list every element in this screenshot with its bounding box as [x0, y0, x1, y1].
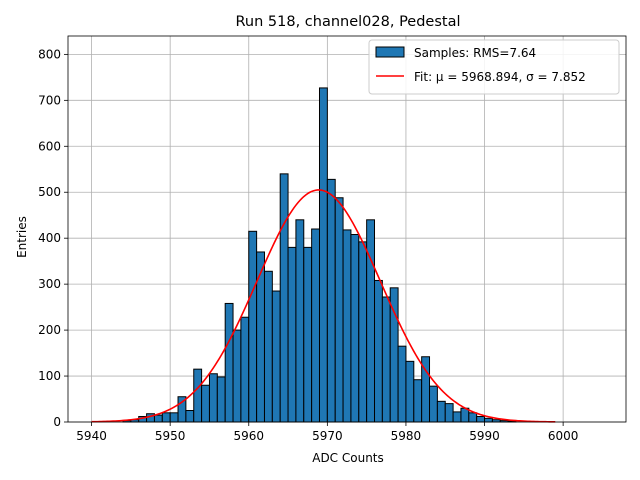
x-axis-label: ADC Counts — [312, 451, 384, 465]
legend-box — [368, 39, 620, 95]
gaussian-fit-curve — [91, 189, 556, 423]
histogram-bar — [161, 412, 171, 423]
histogram-bar — [224, 302, 234, 423]
histogram-bar — [405, 360, 415, 423]
y-axis-label: Entries — [15, 216, 29, 258]
histogram-bar — [279, 173, 289, 423]
y-tick-label: 400 — [38, 231, 61, 245]
legend: Samples: RMS=7.64 Fit: μ = 5968.894, σ =… — [368, 39, 620, 95]
histogram-bar — [342, 229, 352, 423]
histogram-bar — [334, 197, 344, 423]
histogram-bar — [413, 379, 423, 423]
plot-frame — [67, 35, 627, 423]
histogram-bar — [311, 228, 320, 423]
y-tick-label: 200 — [38, 323, 61, 337]
histogram-bar — [193, 368, 203, 423]
legend-histogram-label: Samples: RMS=7.64 — [414, 46, 536, 60]
x-tick-label: 5940 — [76, 429, 107, 443]
histogram-bar — [295, 219, 305, 423]
legend-histogram-swatch — [375, 46, 405, 58]
histogram-bar — [232, 329, 242, 423]
histogram-bar — [169, 412, 179, 423]
histogram-bar — [374, 279, 383, 423]
histogram-bar — [429, 385, 438, 423]
histogram-bar — [240, 316, 250, 423]
histogram-bar — [201, 384, 210, 423]
histogram-bar — [381, 296, 391, 423]
histogram-bar — [287, 246, 297, 423]
x-tick-label: 6000 — [548, 429, 579, 443]
histogram-bar — [452, 411, 462, 423]
histogram-bar — [468, 412, 478, 423]
x-tick-label: 5990 — [469, 429, 500, 443]
histogram-bar — [208, 373, 218, 423]
y-tick-label: 800 — [38, 47, 61, 61]
y-tick-label: 300 — [38, 277, 61, 291]
y-tick-label: 0 — [53, 415, 61, 429]
x-tick-label: 5950 — [155, 429, 186, 443]
histogram-bar — [366, 219, 376, 423]
x-tick-label: 5960 — [233, 429, 264, 443]
histogram-bar — [358, 241, 368, 423]
histogram-bar — [476, 415, 486, 423]
x-tick-label: 5970 — [312, 429, 343, 443]
y-tick-label: 600 — [38, 139, 61, 153]
histogram-bar — [397, 345, 407, 423]
y-tick-label: 500 — [38, 185, 61, 199]
histogram-bar — [263, 270, 273, 423]
histogram-bar — [303, 246, 313, 423]
histogram-bar — [248, 230, 258, 423]
histogram-bar — [484, 417, 493, 423]
y-tick-label: 700 — [38, 93, 61, 107]
chart-title: Run 518, channel028, Pedestal — [235, 14, 460, 30]
x-tick-label: 5980 — [391, 429, 422, 443]
histogram-bar — [436, 400, 446, 423]
y-tick-label: 100 — [38, 369, 61, 383]
histogram-bar — [153, 414, 163, 423]
histogram-bar — [216, 376, 226, 423]
histogram-bar — [444, 403, 454, 423]
histogram-bar — [318, 87, 328, 423]
legend-fit-label: Fit: μ = 5968.894, σ = 7.852 — [414, 70, 586, 84]
histogram-bar — [326, 178, 336, 423]
histogram-bar — [271, 290, 281, 423]
histogram-bar — [185, 410, 195, 423]
histogram-bar — [350, 234, 360, 423]
